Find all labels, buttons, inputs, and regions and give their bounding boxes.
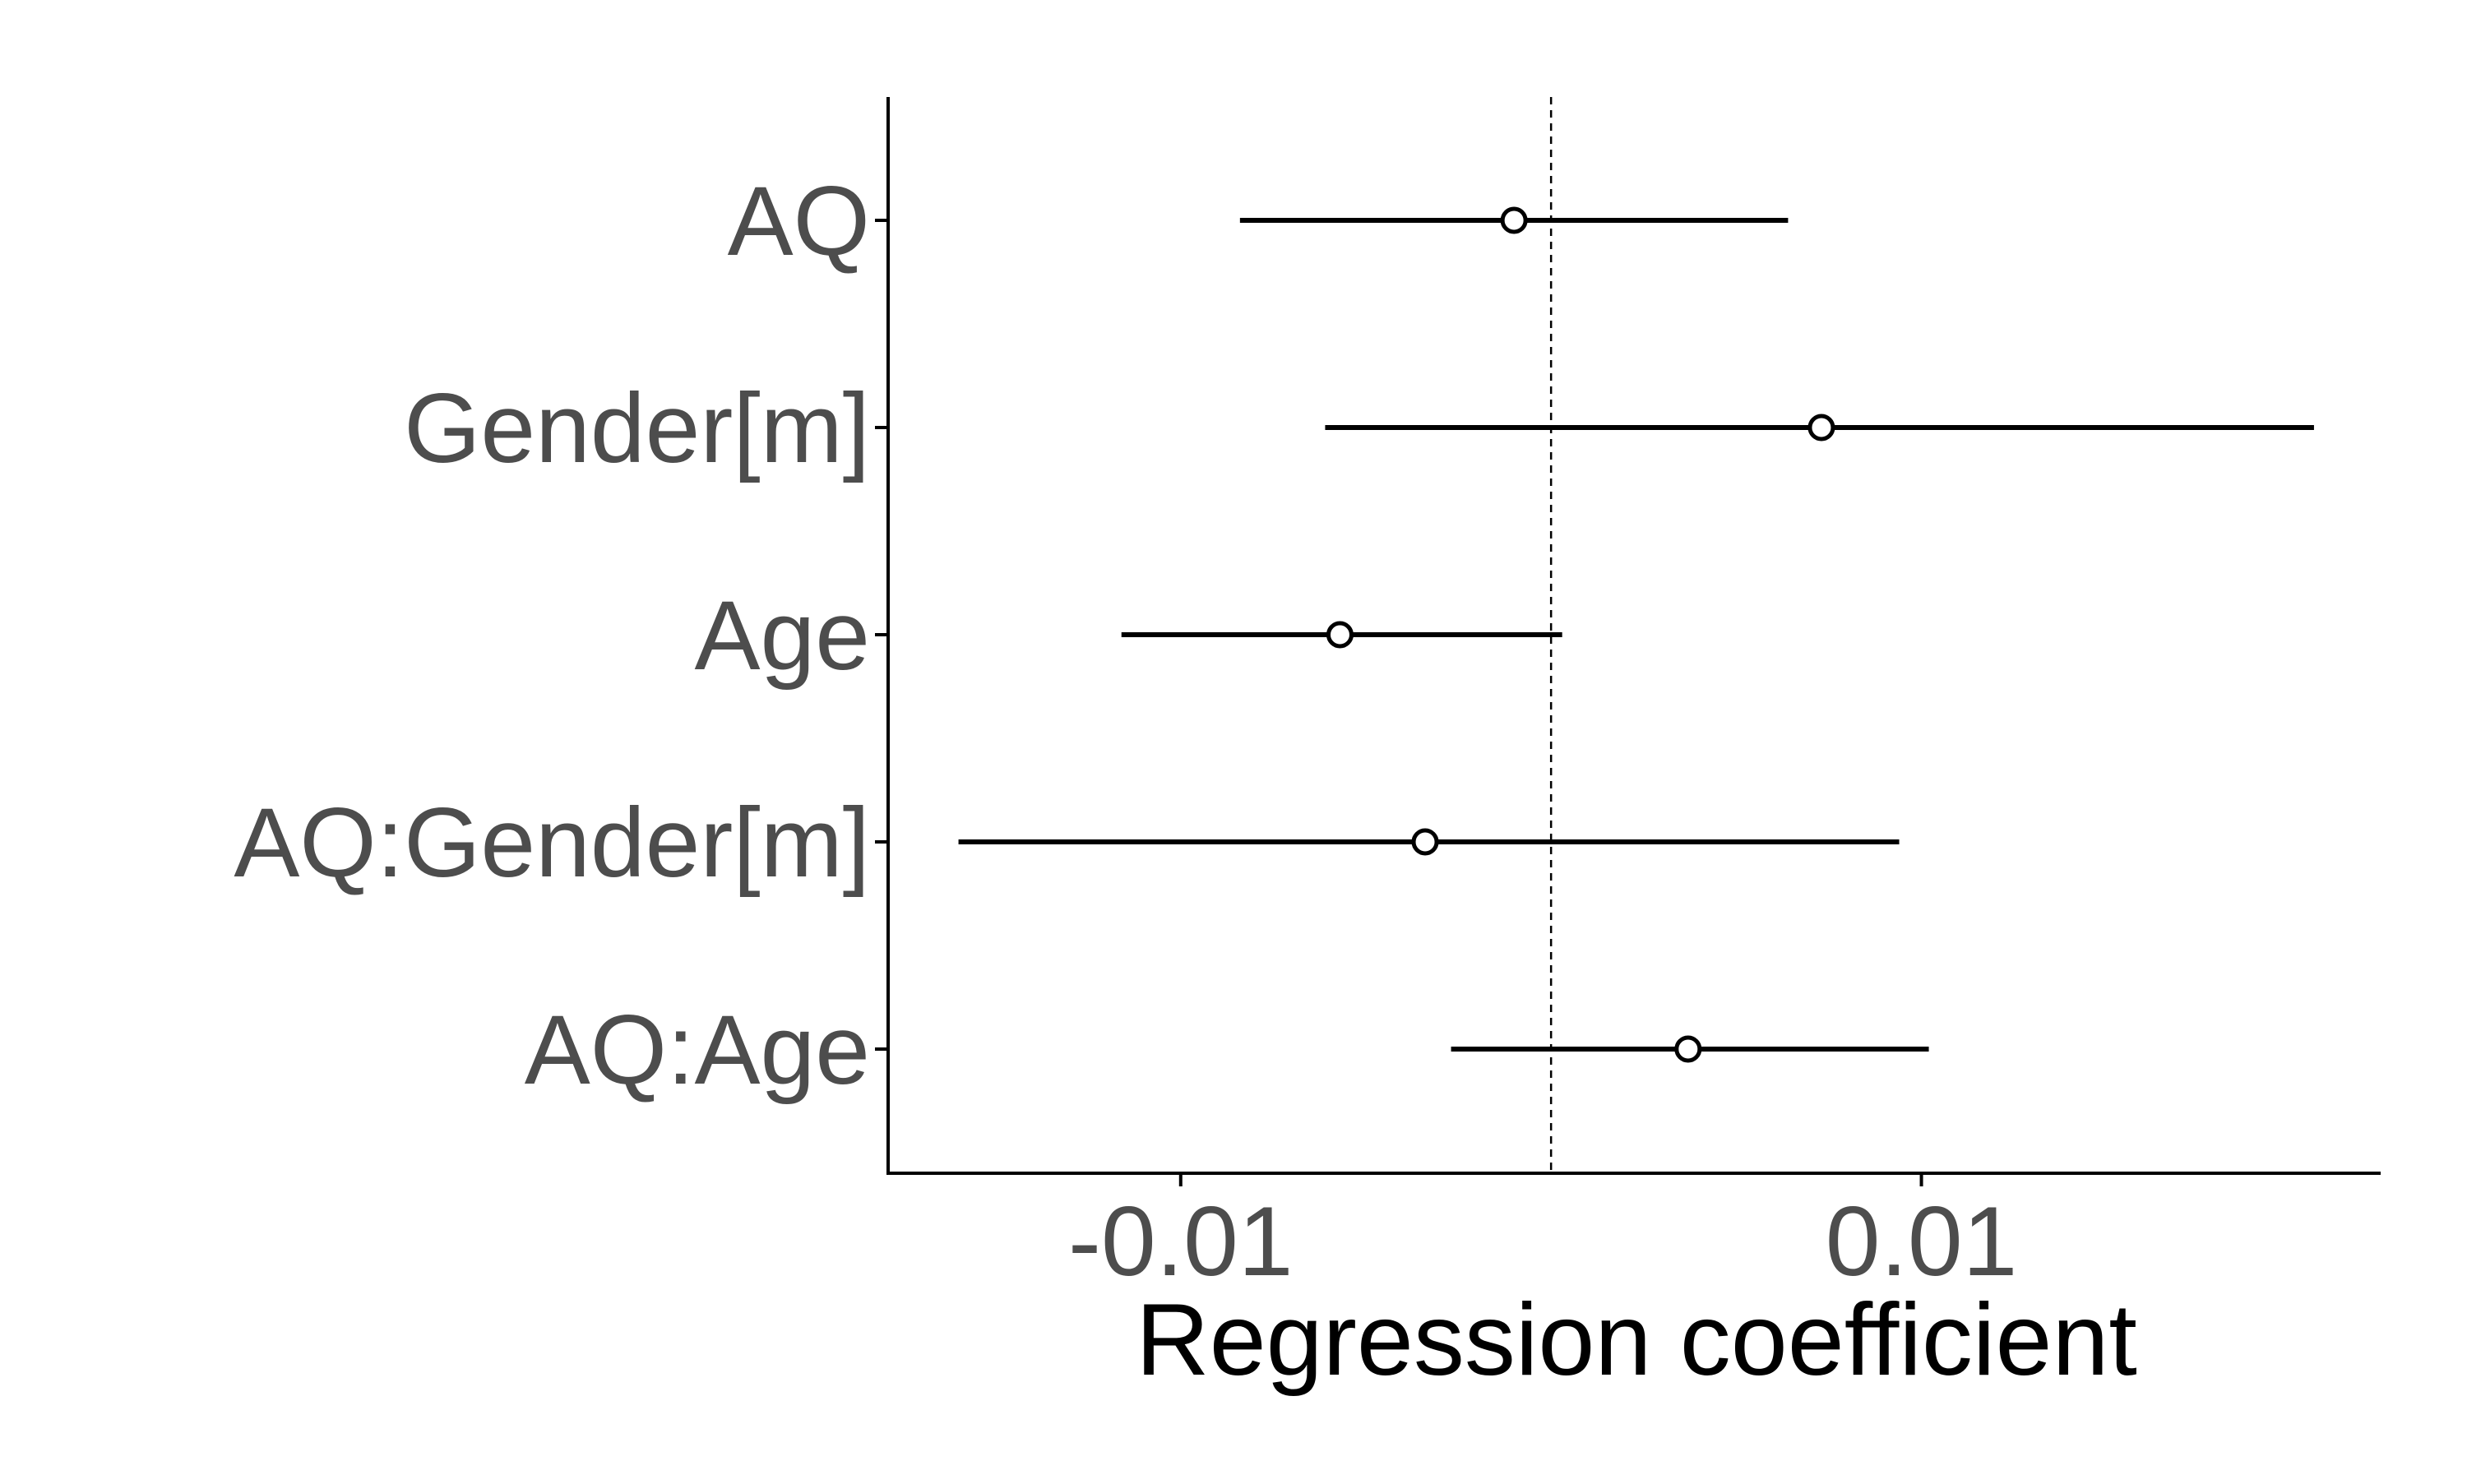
point-estimate <box>1411 828 1439 856</box>
x-tick-label: -0.01 <box>1068 1186 1294 1297</box>
x-axis-group: -0.01 0.01 <box>1068 1173 2017 1297</box>
x-tick-label: 0.01 <box>1826 1186 2018 1297</box>
point-estimate <box>1326 621 1354 649</box>
y-tick-label: Gender[m] <box>404 373 870 483</box>
point-estimate <box>1807 414 1835 442</box>
point-estimate <box>1500 206 1528 234</box>
y-tick-label: AQ:Age <box>525 995 870 1105</box>
axes <box>886 97 2381 1175</box>
y-axis-ticks <box>875 219 888 1051</box>
coefficient-marks <box>958 206 2314 1063</box>
point-estimate <box>1674 1035 1702 1063</box>
y-tick-label: AQ <box>728 166 870 276</box>
y-tick-label: AQ:Gender[m] <box>234 788 870 898</box>
x-axis-title: Regression coefficient <box>1136 1283 2137 1397</box>
y-tick-labels: AQ Gender[m] Age AQ:Gender[m] AQ:Age <box>234 166 870 1105</box>
y-tick-label: Age <box>694 580 870 691</box>
